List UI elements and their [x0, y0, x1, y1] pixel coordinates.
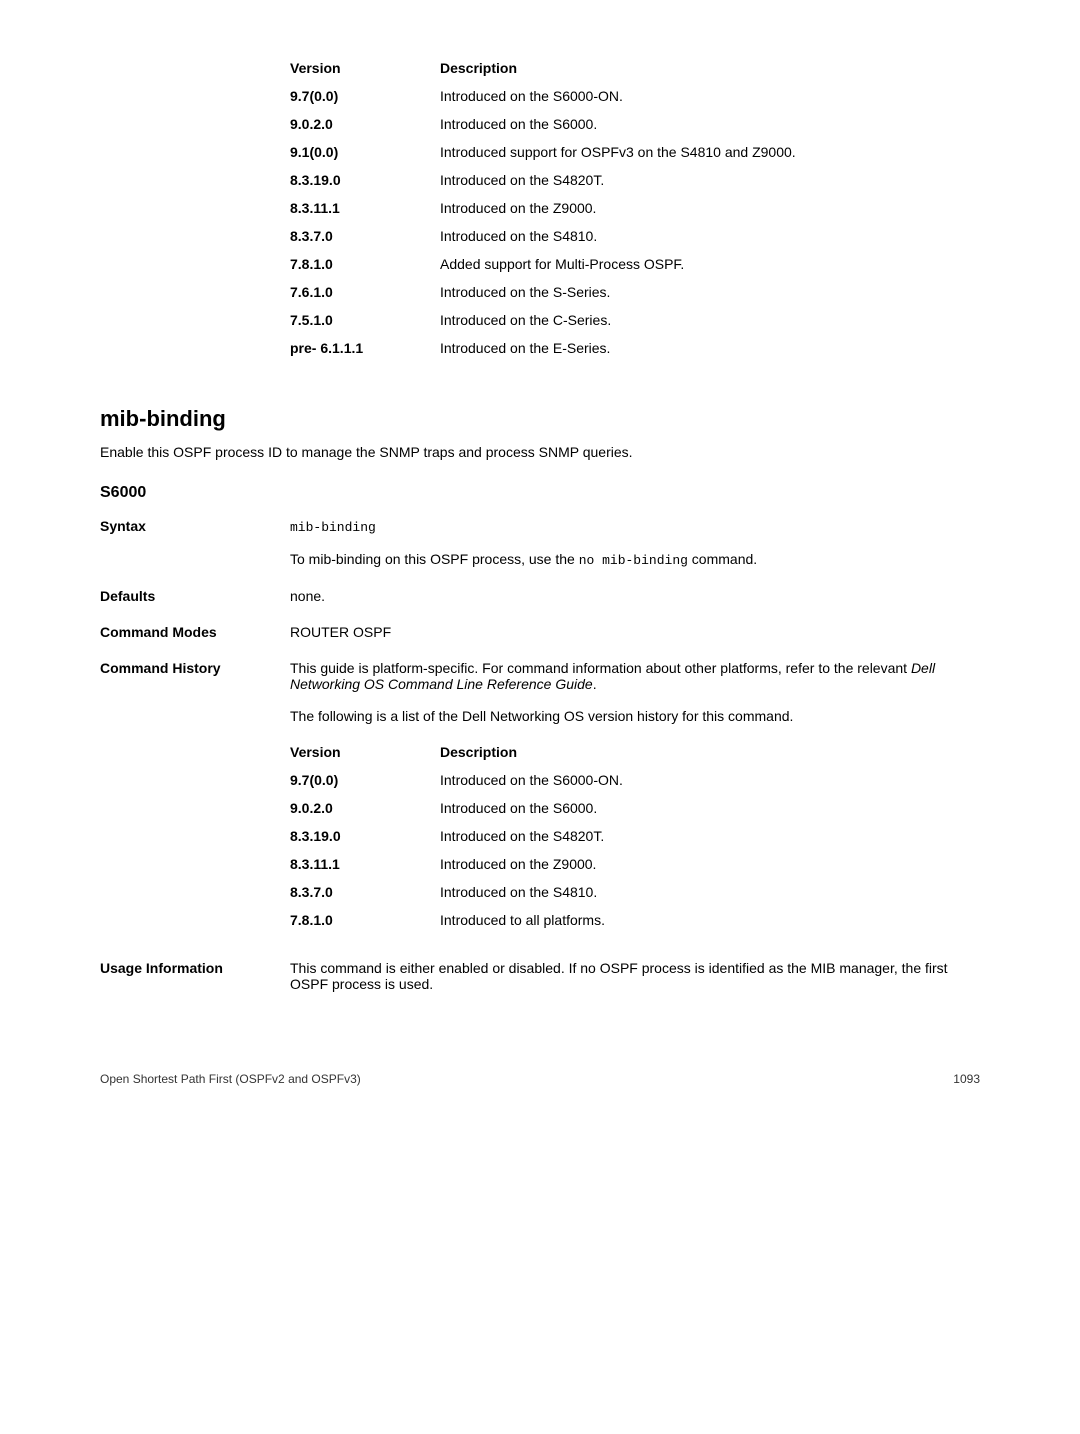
usage-label: Usage Information — [100, 960, 290, 992]
header-description: Description — [440, 60, 517, 76]
history-intro-prefix: This guide is platform-specific. For com… — [290, 660, 911, 676]
version-cell: 7.5.1.0 — [290, 312, 440, 328]
table-row: 8.3.11.1 Introduced on the Z9000. — [290, 200, 980, 216]
table-row: 7.6.1.0 Introduced on the S-Series. — [290, 284, 980, 300]
description-cell: Added support for Multi-Process OSPF. — [440, 256, 684, 272]
header-version: Version — [290, 60, 440, 76]
table-row: pre- 6.1.1.1 Introduced on the E-Series. — [290, 340, 980, 356]
top-version-table: Version Description 9.7(0.0) Introduced … — [290, 60, 980, 356]
version-cell: 8.3.11.1 — [290, 856, 440, 872]
version-cell: 7.6.1.0 — [290, 284, 440, 300]
history-value: This guide is platform-specific. For com… — [290, 660, 980, 940]
description-cell: Introduced on the S6000. — [440, 800, 597, 816]
description-cell: Introduced on the S-Series. — [440, 284, 610, 300]
usage-value: This command is either enabled or disabl… — [290, 960, 980, 992]
version-cell: 7.8.1.0 — [290, 912, 440, 928]
table-row: 9.0.2.0 Introduced on the S6000. — [290, 116, 980, 132]
table-row: 8.3.7.0 Introduced on the S4810. — [290, 228, 980, 244]
syntax-row: Syntax mib-binding To mib-binding on thi… — [100, 518, 980, 568]
table-row: 7.8.1.0 Added support for Multi-Process … — [290, 256, 980, 272]
table-row: 8.3.7.0 Introduced on the S4810. — [290, 884, 980, 900]
description-cell: Introduced on the C-Series. — [440, 312, 611, 328]
footer-left: Open Shortest Path First (OSPFv2 and OSP… — [100, 1072, 361, 1086]
history-intro: This guide is platform-specific. For com… — [290, 660, 980, 692]
history-version-table: Version Description 9.7(0.0) Introduced … — [290, 744, 980, 928]
version-cell: 8.3.19.0 — [290, 172, 440, 188]
page-footer: Open Shortest Path First (OSPFv2 and OSP… — [100, 1072, 980, 1086]
version-cell: 8.3.11.1 — [290, 200, 440, 216]
history-row: Command History This guide is platform-s… — [100, 660, 980, 940]
description-cell: Introduced on the E-Series. — [440, 340, 610, 356]
syntax-note-suffix: command. — [688, 551, 757, 567]
table-row: 8.3.19.0 Introduced on the S4820T. — [290, 828, 980, 844]
version-cell: 8.3.7.0 — [290, 228, 440, 244]
table-row: 7.5.1.0 Introduced on the C-Series. — [290, 312, 980, 328]
defaults-label: Defaults — [100, 588, 290, 604]
header-version: Version — [290, 744, 440, 760]
table-header-row: Version Description — [290, 60, 980, 76]
description-cell: Introduced to all platforms. — [440, 912, 605, 928]
description-cell: Introduced on the S6000-ON. — [440, 88, 623, 104]
modes-value: ROUTER OSPF — [290, 624, 980, 640]
table-row: 7.8.1.0 Introduced to all platforms. — [290, 912, 980, 928]
history-intro-suffix: . — [593, 676, 597, 692]
table-row: 9.0.2.0 Introduced on the S6000. — [290, 800, 980, 816]
defaults-value: none. — [290, 588, 980, 604]
description-cell: Introduced on the S4810. — [440, 228, 597, 244]
usage-row: Usage Information This command is either… — [100, 960, 980, 992]
footer-page-number: 1093 — [953, 1072, 980, 1086]
defaults-row: Defaults none. — [100, 588, 980, 604]
version-cell: 9.1(0.0) — [290, 144, 440, 160]
model-heading: S6000 — [100, 484, 980, 502]
version-cell: 9.7(0.0) — [290, 772, 440, 788]
description-cell: Introduced support for OSPFv3 on the S48… — [440, 144, 796, 160]
version-cell: 8.3.7.0 — [290, 884, 440, 900]
syntax-note-code: no mib-binding — [579, 553, 688, 568]
header-description: Description — [440, 744, 517, 760]
version-cell: 8.3.19.0 — [290, 828, 440, 844]
version-cell: 9.0.2.0 — [290, 800, 440, 816]
command-description: Enable this OSPF process ID to manage th… — [100, 444, 980, 460]
table-row: 8.3.19.0 Introduced on the S4820T. — [290, 172, 980, 188]
history-label: Command History — [100, 660, 290, 940]
syntax-command: mib-binding — [290, 520, 376, 535]
table-row: 9.7(0.0) Introduced on the S6000-ON. — [290, 772, 980, 788]
description-cell: Introduced on the S6000. — [440, 116, 597, 132]
description-cell: Introduced on the S4810. — [440, 884, 597, 900]
table-row: 8.3.11.1 Introduced on the Z9000. — [290, 856, 980, 872]
description-cell: Introduced on the S6000-ON. — [440, 772, 623, 788]
version-cell: 9.0.2.0 — [290, 116, 440, 132]
syntax-note: To mib-binding on this OSPF process, use… — [290, 551, 980, 568]
version-cell: 9.7(0.0) — [290, 88, 440, 104]
version-cell: pre- 6.1.1.1 — [290, 340, 440, 356]
description-cell: Introduced on the Z9000. — [440, 200, 596, 216]
version-cell: 7.8.1.0 — [290, 256, 440, 272]
description-cell: Introduced on the Z9000. — [440, 856, 596, 872]
command-title: mib-binding — [100, 406, 980, 432]
description-cell: Introduced on the S4820T. — [440, 172, 604, 188]
syntax-label: Syntax — [100, 518, 290, 568]
syntax-value: mib-binding To mib-binding on this OSPF … — [290, 518, 980, 568]
table-row: 9.7(0.0) Introduced on the S6000-ON. — [290, 88, 980, 104]
modes-row: Command Modes ROUTER OSPF — [100, 624, 980, 640]
description-cell: Introduced on the S4820T. — [440, 828, 604, 844]
syntax-note-prefix: To mib-binding on this OSPF process, use… — [290, 551, 579, 567]
history-note: The following is a list of the Dell Netw… — [290, 708, 980, 724]
modes-label: Command Modes — [100, 624, 290, 640]
table-header-row: Version Description — [290, 744, 980, 760]
table-row: 9.1(0.0) Introduced support for OSPFv3 o… — [290, 144, 980, 160]
